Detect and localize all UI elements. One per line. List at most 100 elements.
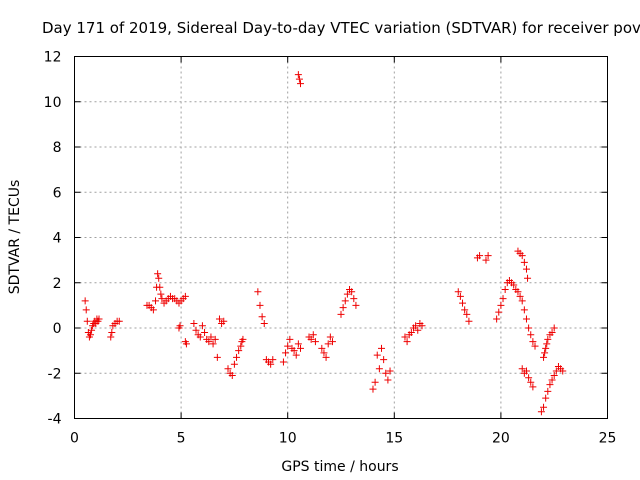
data-point	[531, 342, 539, 350]
data-point	[81, 297, 89, 305]
data-point	[414, 326, 422, 334]
data-point	[337, 310, 345, 318]
data-point	[548, 329, 556, 337]
data-point	[544, 335, 552, 343]
y-tick-label: 8	[53, 140, 62, 156]
data-point	[482, 256, 490, 264]
data-point	[95, 315, 103, 323]
data-point	[518, 297, 526, 305]
y-tick-label: 2	[53, 276, 62, 292]
data-point	[412, 322, 420, 330]
data-point	[196, 333, 204, 341]
data-point	[182, 340, 190, 348]
data-point	[518, 252, 526, 260]
data-point	[181, 292, 189, 300]
data-point	[403, 338, 411, 346]
data-point	[525, 324, 533, 332]
data-point	[228, 372, 236, 380]
data-point	[294, 340, 302, 348]
data-point	[418, 322, 426, 330]
data-point	[282, 349, 290, 357]
data-point	[115, 317, 123, 325]
data-point	[233, 353, 241, 361]
data-point	[375, 365, 383, 373]
data-point	[176, 322, 184, 330]
data-point	[190, 319, 198, 327]
data-point	[326, 333, 334, 341]
data-point	[382, 369, 390, 377]
data-point	[201, 329, 209, 337]
data-point	[459, 299, 467, 307]
y-tick-label: -2	[48, 366, 62, 382]
data-point	[284, 342, 292, 350]
y-axis-label: SDTVAR / TECUs	[7, 180, 23, 295]
data-point	[520, 258, 528, 266]
data-point	[499, 295, 507, 303]
data-point	[525, 374, 533, 382]
data-point	[350, 295, 358, 303]
x-tick-label: 10	[279, 431, 297, 447]
data-point	[495, 308, 503, 316]
data-point	[290, 347, 298, 355]
data-point	[540, 353, 548, 361]
data-point	[239, 335, 247, 343]
data-point	[476, 252, 484, 260]
data-point	[484, 252, 492, 260]
data-point	[269, 356, 277, 364]
data-point	[384, 376, 392, 384]
data-point	[294, 71, 302, 79]
data-point	[369, 385, 377, 393]
data-point	[380, 356, 388, 364]
data-point	[237, 342, 245, 350]
data-point	[88, 326, 96, 334]
data-point	[328, 338, 336, 346]
data-point	[463, 310, 471, 318]
data-point	[86, 331, 94, 339]
data-point	[152, 297, 160, 305]
data-point	[454, 288, 462, 296]
data-point	[550, 372, 558, 380]
data-point	[192, 326, 200, 334]
y-tick-label: 10	[44, 95, 62, 111]
data-point	[373, 351, 381, 359]
x-tick-label: 5	[177, 431, 186, 447]
data-point	[343, 290, 351, 298]
x-tick-label: 20	[492, 431, 510, 447]
data-point	[324, 340, 332, 348]
data-point	[157, 290, 165, 298]
data-point	[341, 297, 349, 305]
data-point	[493, 315, 501, 323]
data-point	[256, 301, 264, 309]
y-tick-label: 12	[44, 50, 62, 66]
data-point	[527, 378, 535, 386]
data-point	[537, 408, 545, 416]
y-tick-label: 0	[53, 321, 62, 337]
data-point	[258, 313, 266, 321]
data-point	[295, 75, 303, 83]
data-point	[309, 331, 317, 339]
data-point	[401, 333, 409, 341]
data-point	[348, 288, 356, 296]
data-point	[339, 304, 347, 312]
data-point	[267, 360, 275, 368]
data-point	[198, 322, 206, 330]
data-point	[82, 306, 90, 314]
x-tick-label: 25	[599, 431, 617, 447]
data-point	[352, 301, 360, 309]
data-point	[156, 283, 164, 291]
x-tick-label: 15	[385, 431, 403, 447]
data-point	[514, 288, 522, 296]
data-point	[211, 335, 219, 343]
data-point	[527, 331, 535, 339]
data-point	[311, 338, 319, 346]
data-point	[286, 335, 294, 343]
x-axis-label: GPS time / hours	[281, 459, 398, 475]
data-point	[544, 387, 552, 395]
data-point	[559, 367, 567, 375]
data-point	[230, 360, 238, 368]
data-point	[220, 317, 228, 325]
data-points	[81, 71, 567, 416]
data-point	[529, 383, 537, 391]
data-point	[318, 344, 326, 352]
